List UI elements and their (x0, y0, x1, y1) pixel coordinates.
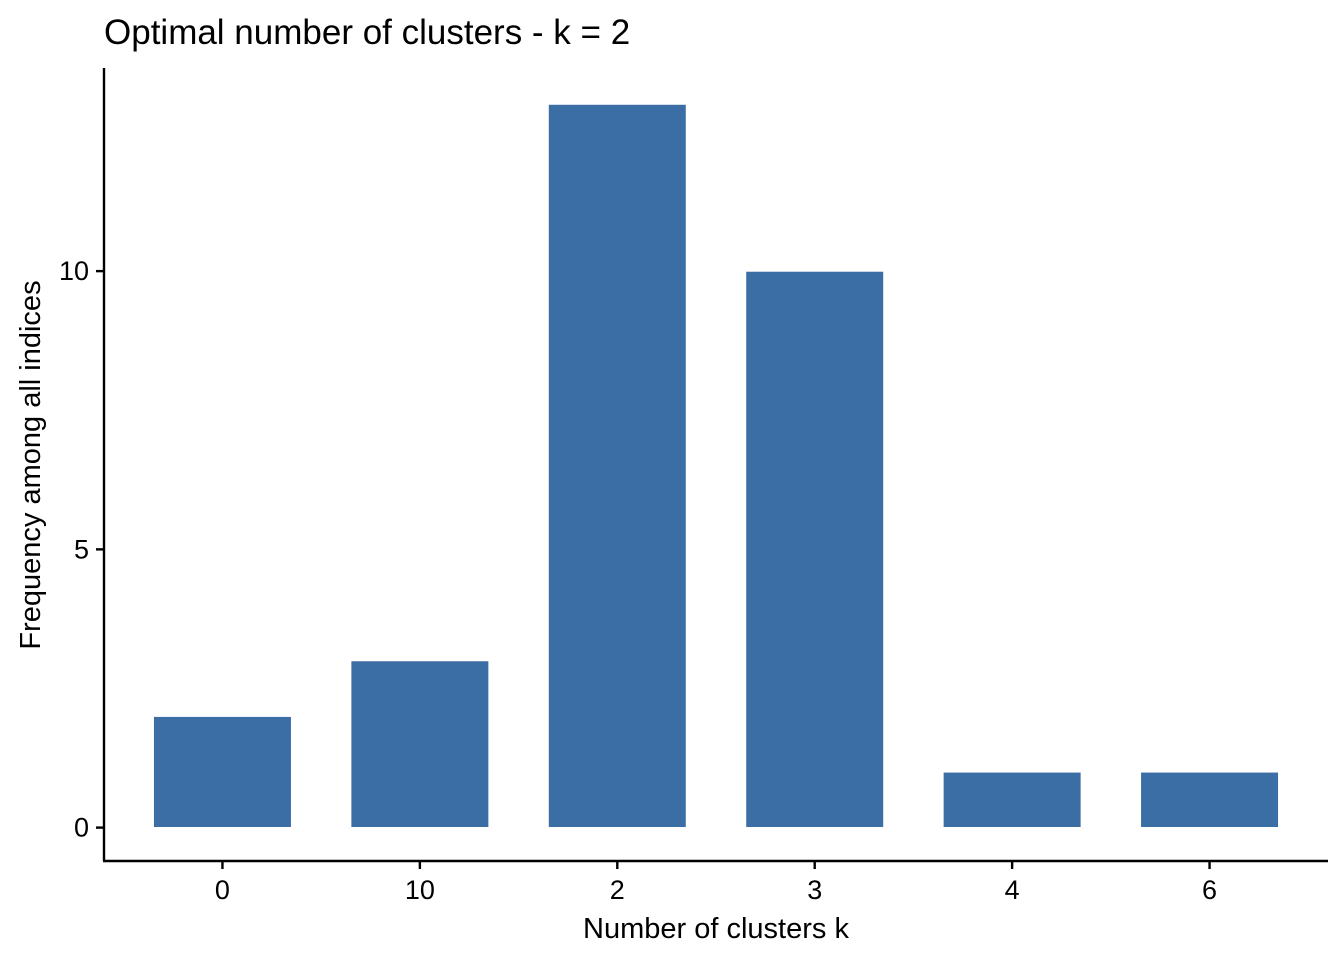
bar-k-3 (745, 270, 885, 829)
x-tick-label-6: 6 (1202, 875, 1217, 905)
bar-k-2 (547, 103, 687, 829)
y-tick-label-5: 5 (74, 534, 89, 564)
x-tick-label-0: 0 (215, 875, 230, 905)
x-tick-label-10: 10 (405, 875, 435, 905)
bar-k-6 (1139, 771, 1280, 829)
x-tick-label-2: 2 (610, 875, 625, 905)
bars-group (152, 103, 1280, 829)
chart-title: Optimal number of clusters - k = 2 (104, 13, 630, 52)
x-tick-label-4: 4 (1005, 875, 1020, 905)
bar-k-4 (942, 771, 1082, 829)
y-axis-title: Frequency among all indices (15, 280, 47, 649)
x-axis-title: Number of clusters k (583, 913, 849, 945)
bar-k-0 (152, 715, 293, 829)
y-tick-label-10: 10 (59, 256, 89, 286)
y-ticks-group: 0 5 10 (59, 256, 104, 843)
x-ticks-group: 0 10 2 3 4 6 (215, 861, 1217, 905)
bar-k-10 (350, 660, 490, 829)
x-tick-label-3: 3 (807, 875, 822, 905)
y-tick-label-0: 0 (74, 813, 89, 843)
